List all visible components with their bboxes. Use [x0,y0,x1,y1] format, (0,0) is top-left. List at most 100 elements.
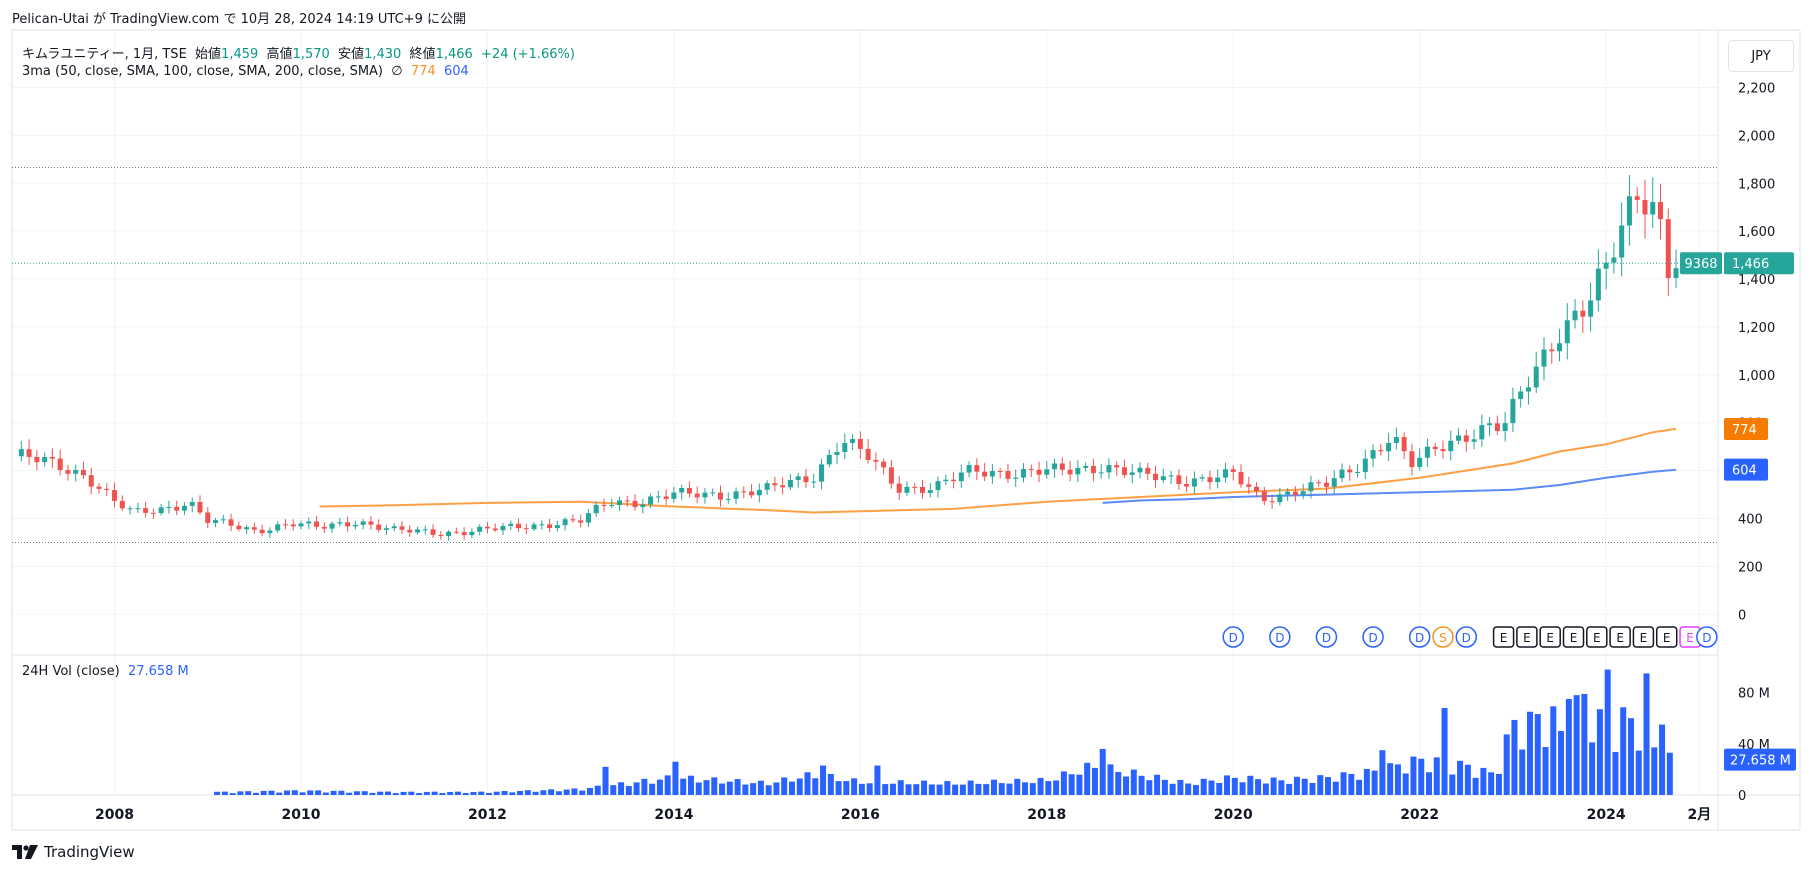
currency-button[interactable]: JPY [1728,40,1794,72]
volume-bar [711,777,718,795]
candle-body [1572,310,1578,321]
volume-bar [889,783,896,795]
dividend-marker-label: D [1702,631,1711,645]
candle-body [1028,468,1034,470]
volume-bar [1084,762,1091,795]
volume-bar [921,780,928,795]
volume-bar [1511,719,1518,795]
candle-body [352,524,358,527]
volume-bars [214,669,1673,795]
volume-bar [703,780,710,795]
candle-body [725,498,731,500]
high-value: 1,570 [292,47,330,62]
candle-body [1277,494,1283,503]
volume-bar [586,788,593,795]
earnings-marker-label: E [1616,631,1624,645]
volume-bar [361,791,368,795]
volume-bar [765,785,772,795]
candle-body [65,470,71,474]
candle-body [143,508,149,513]
candle-body [710,492,716,494]
price-tick-label: 1,200 [1738,321,1775,336]
candle-body [1067,469,1073,475]
candle-body [1432,446,1438,450]
candle-body [1238,471,1244,485]
volume-bar [734,779,741,795]
volume-bar [913,784,920,795]
candle-body [523,528,529,530]
indicator-legend[interactable]: 3ma (50, close, SMA, 100, close, SMA, 20… [22,64,469,79]
candle-body [80,469,86,476]
volume-bar [1154,774,1161,795]
candle-body [1386,442,1392,452]
time-tick-label: 2012 [468,807,507,823]
volume-bar [874,765,881,795]
candle-body [834,452,840,455]
candle-body [407,529,413,533]
volume-bar [1317,775,1324,795]
candle-body [787,479,793,488]
candle-body [694,493,700,498]
price-tick-label: 1,600 [1738,225,1775,240]
volume-bar [548,789,555,795]
candle-body [376,524,382,530]
volume-bar [843,781,850,795]
earnings-marker [1539,626,1561,648]
volume-bar [1394,764,1401,795]
volume-bar [555,791,562,795]
candle-body [18,449,24,457]
volume-bar [827,774,834,795]
candle-body [119,500,125,509]
time-tick-label: 2016 [841,807,880,823]
symbol-title[interactable]: キムラユニティー, 1月, TSE [22,47,187,62]
last-price-tag-label: 1,466 [1732,257,1769,272]
footer-brand-text: TradingView [44,843,135,861]
volume-bar [820,765,827,795]
volume-bar [1262,783,1269,795]
candle-body [974,465,980,472]
volume-bar [1161,779,1168,795]
candle-body [1246,484,1252,487]
volume-bar [1488,772,1495,795]
volume-tag-label: 27.658 M [1730,754,1791,769]
candle-body [391,526,397,529]
volume-bar [346,792,353,795]
volume-bar [695,782,702,795]
footer-brand[interactable]: TradingView [12,843,135,861]
earnings-marker-label: E [1523,631,1531,645]
indicator-label[interactable]: 3ma (50, close, SMA, 100, close, SMA, 20… [22,64,383,79]
candle-body [415,529,421,533]
volume-bar [1620,707,1627,795]
volume-legend-label[interactable]: 24H Vol (close) [22,664,120,679]
volume-bar [1130,769,1137,795]
candle-body [943,479,949,482]
candle-body [1347,469,1353,473]
volume-bar [1651,747,1658,795]
volume-bar [454,791,461,795]
volume-legend[interactable]: 24H Vol (close) 27.658 M [22,664,189,679]
hidden-icon[interactable]: ∅ [391,64,403,79]
volume-bar [307,790,314,795]
time-axis[interactable]: 2008 2010 2012 2014 2016 2018 2020 2022 2024 2月 [95,807,1711,823]
volume-bar [1402,773,1409,795]
time-tick-label: 2018 [1027,807,1066,823]
dividend-marker [1315,626,1338,648]
volume-bar [369,792,376,795]
candle-body [236,525,242,530]
candle-body [1588,300,1594,317]
earnings-marker [1492,626,1515,648]
volume-bar [1037,777,1044,795]
volume-bar [1433,757,1440,795]
dividend-marker [1696,626,1718,648]
candle-body [1059,463,1065,470]
countdown-tag [1680,252,1722,275]
candle-body [298,523,304,527]
volume-bar [882,784,889,795]
candle-body [1658,202,1664,220]
candle-body [1090,465,1096,474]
volume-bar [952,784,959,795]
candle-body [1471,439,1477,442]
candle-body [1160,476,1166,481]
earnings-marker-label: E [1570,631,1578,645]
